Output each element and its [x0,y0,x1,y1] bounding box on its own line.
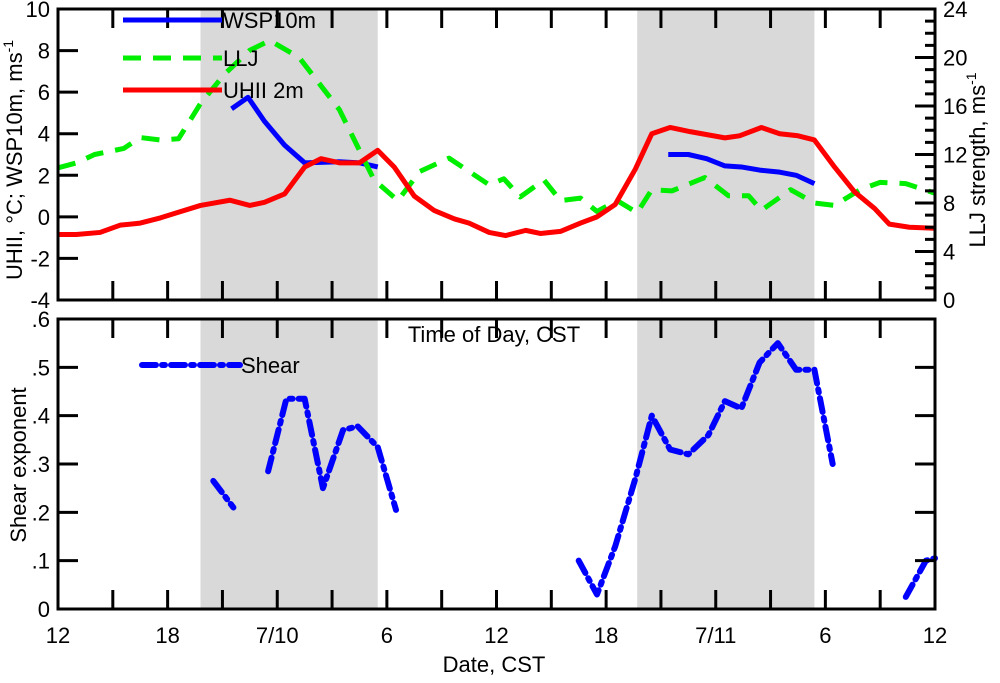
x-tick-label: 12 [923,623,947,648]
x-tick-label: 18 [155,623,179,648]
y-tick-label: -2 [30,246,50,271]
y2-tick-label: 8 [943,191,955,216]
y2-tick-label: 0 [943,288,955,313]
y2-tick-label: 4 [943,240,955,265]
series-lines [57,38,938,600]
x-tick-label: 18 [594,623,618,648]
night-shade-band [637,9,815,300]
series-shear [210,477,237,511]
y-tick-label: 0 [38,205,50,230]
y-tick-label: 10 [26,0,50,22]
series-llj [57,38,936,216]
series-wsp10m [668,152,816,186]
y-tick-label: 8 [38,39,50,64]
x-tick-label: 6 [819,623,831,648]
legend-label: WSP10m [223,8,316,33]
legend-label: LLJ [223,46,258,71]
y-tick-label: .5 [32,355,50,380]
top-ylabel: UHII, °C; WSP10m, ms-1 [0,40,27,280]
series-shear [575,340,836,598]
y-tick-label: .6 [32,307,50,332]
y2-tick-label: 20 [943,46,967,71]
legend: WSP10m LLJ UHII 2m Shear [123,8,316,378]
top-xlabel: Time of Day, CST [408,322,580,347]
legend-label: Shear [241,353,300,378]
night-shade-band [637,319,815,609]
x-tick-label: 7/11 [695,623,736,648]
x-tick-label: 12 [46,623,70,648]
night-shading [200,9,815,609]
y-tick-label: 2 [38,163,50,188]
series-shear [902,555,938,600]
top-y2label: LLJ strength, ms-1 [963,72,990,247]
y-tick-label: 4 [38,122,50,147]
y2-tick-label: 12 [943,143,967,168]
y-tick-label: .3 [32,452,50,477]
night-shade-band [200,9,378,300]
legend-label: UHII 2m [223,78,304,103]
series-shear [265,395,400,513]
y-tick-label: 6 [38,80,50,105]
y-tick-label: -4 [30,288,50,313]
top-y2label-main: LLJ strength, ms [965,85,990,248]
top-ylabel-main: UHII, °C; WSP10m, ms [2,52,27,280]
y-tick-label: .1 [32,549,50,574]
y-tick-label: .2 [32,500,50,525]
top-y2label-sup: -1 [963,72,979,85]
bottom-xlabel: Date, CST [443,652,546,677]
bottom-ylabel: Shear exponent [6,387,31,542]
y-tick-label: .4 [32,404,50,429]
top-ylabel-sup: -1 [0,40,16,53]
x-tick-label: 7/10 [256,623,299,648]
y-tick-label: 0 [38,597,50,622]
series-uhii-2m [58,124,936,239]
y2-tick-label: 24 [943,0,967,22]
x-tick-label: 6 [381,623,393,648]
x-tick-label: 12 [484,623,508,648]
y2-tick-label: 16 [943,94,967,119]
